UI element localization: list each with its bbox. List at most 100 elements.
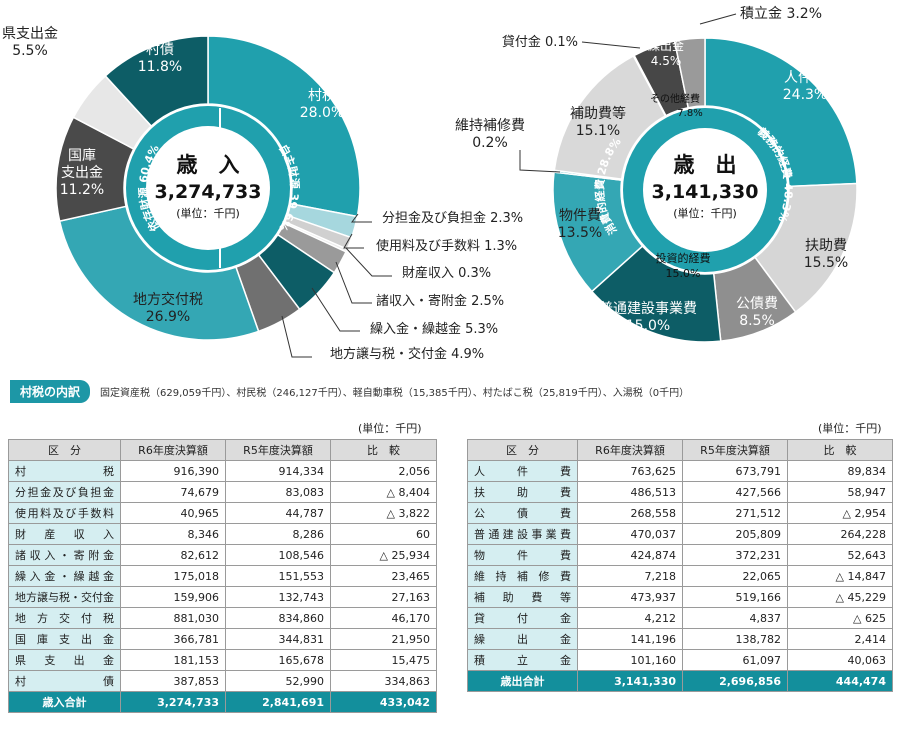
slice-label: 28.0% [300, 105, 344, 121]
table-row: 積立金 101,160 61,097 40,063 [467, 649, 893, 671]
table-cell-category: 村債 [8, 670, 121, 692]
table-row: 扶助費 486,513 427,566 58,947 [467, 481, 893, 503]
expenditure-center-disc [643, 128, 767, 252]
slice-label: 地方交付税 [133, 291, 203, 308]
ring-label-toshi-name: 投資的経費 [656, 251, 711, 265]
leader-line [351, 213, 372, 223]
donut-charts: 歳 入 3,274,733 (単位：千円) 自主財源 39.6% 依存財源 60… [2, 6, 858, 362]
slice-label: 13.5% [558, 225, 602, 241]
table-header-row: 区 分 R6年度決算額 R5年度決算額 比 較 [8, 439, 437, 461]
table-header: R6年度決算額 [577, 439, 683, 461]
table-row: 諸収入・寄附金 82,612 108,546 △ 25,934 [8, 544, 437, 566]
table-cell-category: 国庫支出金 [8, 628, 121, 650]
table-cell-value: 473,937 [577, 586, 683, 608]
table-row: 村税 916,390 914,334 2,056 [8, 460, 437, 482]
slice-label: 24.3% [783, 87, 827, 103]
table-cell-value: 427,566 [682, 481, 788, 503]
slice-label: 普通建設事業費 [599, 301, 697, 317]
table-row: 財産収入 8,346 8,286 60 [8, 523, 437, 545]
table-cell-value: 433,042 [330, 691, 437, 713]
revenue-slice [58, 205, 260, 341]
table-cell-value: 4,837 [682, 607, 788, 629]
table-row: 使用料及び手数料 40,965 44,787 △ 3,822 [8, 502, 437, 524]
revenue-table: 区 分 R6年度決算額 R5年度決算額 比 較 村税 916,390 914,334… [8, 439, 437, 713]
table-cell-value: 23,465 [330, 565, 437, 587]
table-cell-value: 470,037 [577, 523, 683, 545]
table-cell-value: 58,947 [787, 481, 893, 503]
slice-label: 分担金及び負担金 2.3% [382, 210, 523, 226]
table-cell-category: 分担金及び負担金 [8, 481, 121, 503]
slice-label: 支出金 [61, 165, 103, 181]
slice-label: 11.8% [138, 59, 182, 75]
table-row: 繰出金 141,196 138,782 2,414 [467, 628, 893, 650]
table-header: R5年度決算額 [682, 439, 788, 461]
table-cell-value: 175,018 [120, 565, 226, 587]
slice-label: 国庫 [68, 147, 96, 164]
slice-label: 繰入金・繰越金 5.3% [370, 321, 498, 337]
table-cell-value: 334,863 [330, 670, 437, 692]
table-cell-value: 74,679 [120, 481, 226, 503]
ring-label-sonota-name: その他経費 [650, 92, 700, 105]
table-cell-value: 916,390 [120, 460, 226, 482]
slice-label: 26.9% [146, 309, 190, 325]
table-cell-category: 使用料及び手数料 [8, 502, 121, 524]
table-cell-value: 138,782 [682, 628, 788, 650]
leader-line [335, 261, 372, 304]
slice-label: 5.5% [12, 43, 48, 59]
table-cell-value: 8,346 [120, 523, 226, 545]
table-header: 比 較 [330, 439, 437, 461]
table-cell-value: 44,787 [225, 502, 331, 524]
slice-label: 諸収入・寄附金 2.5% [376, 293, 504, 309]
expenditure-unit: (単位：千円) [673, 206, 737, 220]
ring-label-sonota-pct: 7.8% [677, 108, 702, 119]
table-cell-value: 83,083 [225, 481, 331, 503]
table-cell-value: 673,791 [682, 460, 788, 482]
table-cell-value: △ 8,404 [330, 481, 437, 503]
slice-label: 15.5% [804, 255, 848, 271]
table-header: 区 分 [467, 439, 578, 461]
table-cell-category: 繰出金 [467, 628, 578, 650]
table-row: 地方譲与税・交付金 159,906 132,743 27,163 [8, 586, 437, 608]
slice-label: 使用料及び手数料 1.3% [376, 238, 517, 254]
expenditure-center: 歳 出 3,141,330 (単位：千円) 義務的経費 48.3% 消費的経費 … [592, 92, 795, 280]
table-cell-value: 3,141,330 [577, 670, 683, 692]
table-cell-value: 165,678 [225, 649, 331, 671]
table-cell-category: 県支出金 [8, 649, 121, 671]
slice-label: 扶助費 [805, 238, 847, 254]
table-cell-category: 繰入金・繰越金 [8, 565, 121, 587]
table-cell-category: 地方交付税 [8, 607, 121, 629]
table-cell-value: 519,166 [682, 586, 788, 608]
slice-label: 15.0% [626, 318, 670, 334]
table-row: 地方交付税 881,030 834,860 46,170 [8, 607, 437, 629]
table-cell-category: 諸収入・寄附金 [8, 544, 121, 566]
table-cell-value: 61,097 [682, 649, 788, 671]
table-row: 補助費等 473,937 519,166 △ 45,229 [467, 586, 893, 608]
table-cell-value: 141,196 [577, 628, 683, 650]
table-cell-value: △ 625 [787, 607, 893, 629]
table-cell-value: 4,212 [577, 607, 683, 629]
slice-label: 0.2% [472, 135, 508, 151]
table-cell-value: 268,558 [577, 502, 683, 524]
revenue-unit-note: (単位：千円) [358, 422, 422, 435]
table-cell-value: △ 45,229 [787, 586, 893, 608]
expenditure-title: 歳 出 [674, 153, 737, 177]
table-cell-value: 387,853 [120, 670, 226, 692]
table-cell-value: 7,218 [577, 565, 683, 587]
revenue-center-disc [146, 126, 270, 250]
table-cell-value: 366,781 [120, 628, 226, 650]
table-cell-value: △ 14,847 [787, 565, 893, 587]
table-header: R5年度決算額 [225, 439, 331, 461]
table-cell-value: 15,475 [330, 649, 437, 671]
slice-label: 4.5% [651, 54, 682, 68]
table-row: 維持補修費 7,218 22,065 △ 14,847 [467, 565, 893, 587]
revenue-total: 3,274,733 [155, 181, 262, 203]
table-row: 普通建設事業費 470,037 205,809 264,228 [467, 523, 893, 545]
table-cell-category: 歳出合計 [467, 670, 578, 692]
breakdown-badge: 村税の内訳 [10, 379, 91, 403]
table-cell-category: 普通建設事業費 [467, 523, 578, 545]
table-row: 県支出金 181,153 165,678 15,475 [8, 649, 437, 671]
leader-line [699, 13, 737, 25]
table-cell-category: 歳入合計 [8, 691, 121, 713]
table-cell-value: 264,228 [787, 523, 893, 545]
revenue-slice [207, 35, 361, 218]
